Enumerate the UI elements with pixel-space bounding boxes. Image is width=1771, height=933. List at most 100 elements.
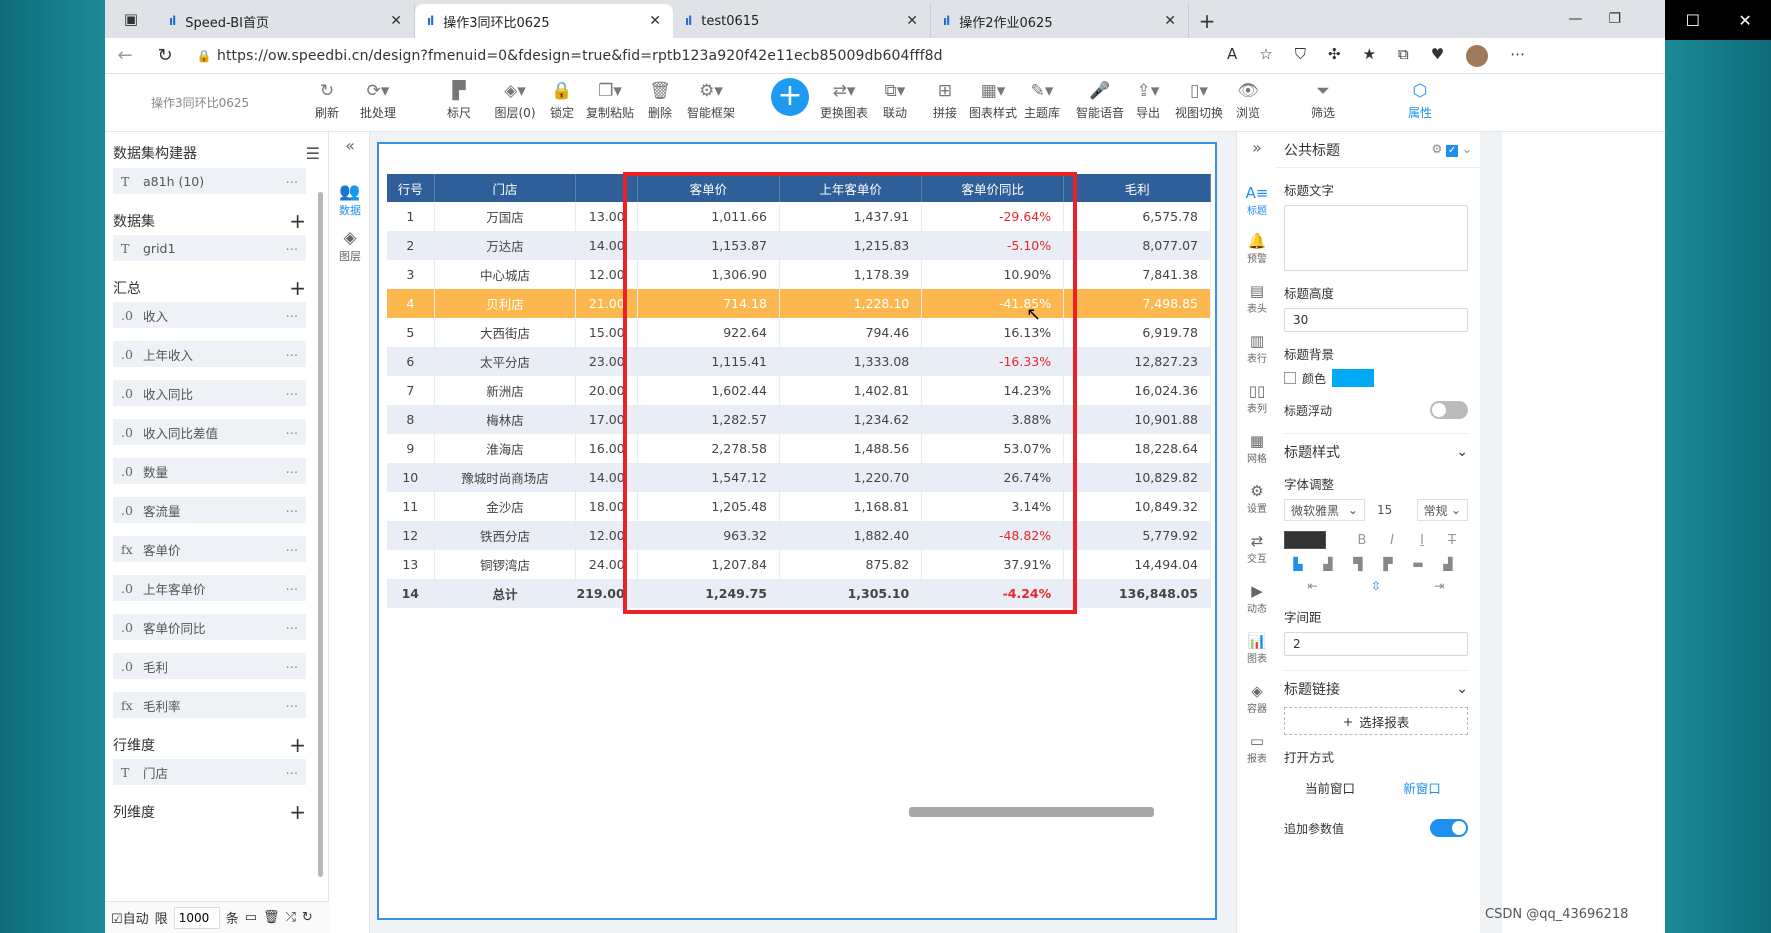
header-cell[interactable]: 客单价 [637,174,780,202]
dynamic-tab[interactable]: ▶ 动态 [1237,582,1277,615]
more-icon[interactable]: ⋯ [285,173,299,189]
theme-library-button[interactable]: ✎▾ 主题库 [1012,78,1072,121]
chart-tab[interactable]: 📊 图表 [1237,632,1277,665]
field-item[interactable]: .0 客流量 ⋯ [113,497,306,523]
tab-operation2[interactable]: ıl 操作2作业0625 ✕ [931,4,1189,38]
maximize-icon[interactable]: ☐ [1685,10,1700,30]
settings-tab[interactable]: ⚙ 设置 [1237,482,1277,515]
table-header-tab[interactable]: ▤ 表头 [1237,282,1277,315]
layers-button[interactable]: ◈▾ 图层(0) [485,78,545,121]
lock-icon[interactable]: 🔒 [196,48,212,63]
enable-checkbox[interactable]: ✓ [1446,145,1459,157]
title-tab[interactable]: A≡ 标题 [1237,184,1277,217]
smart-voice-button[interactable]: 🎤 智能语音 [1070,78,1130,121]
italic-icon[interactable]: I [1390,532,1394,548]
chevron-down-icon[interactable]: ⌄ [1461,142,1472,156]
more-icon[interactable]: ⋯ [285,580,299,596]
layers-tab[interactable]: ◈ 图层 [330,228,370,264]
export-button[interactable]: ⇪▾ 导出 [1118,78,1178,121]
bg-color-swatch[interactable] [1332,369,1375,387]
add-row-dimension-icon[interactable]: + [289,733,306,757]
table-row[interactable]: 9 淮海店 16.00 2,278.58 1,488.56 53.07% 18,228.64 [387,434,1211,463]
batch-button[interactable]: ⟳▾ 批处理 [348,78,408,121]
linkage-button[interactable]: ⧉▾ 联动 [865,78,925,121]
field-item[interactable]: T grid1 ⋯ [113,235,306,261]
header-cell[interactable] [575,174,638,202]
table-row[interactable]: 2 万达店 14.00 1,153.87 1,215.83 -5.10% 8,077.07 [387,231,1211,260]
extensions-icon[interactable]: ✣ [1327,44,1341,63]
table-row[interactable]: 3 中心城店 12.00 1,306.90 1,178.39 10.90% 7,841.38 [387,260,1211,289]
tab-actions-icon[interactable]: ▣ [123,10,139,28]
close-tab-icon[interactable]: ✕ [649,13,661,29]
collections-icon[interactable]: ⧉ [1398,44,1409,63]
title-float-toggle[interactable] [1430,401,1468,419]
header-cell[interactable]: 客单价同比 [921,174,1065,202]
add-column-dimension-icon[interactable]: + [289,800,306,824]
close-icon[interactable]: ✕ [1738,10,1752,30]
report-tab[interactable]: ▭ 报表 [1237,732,1277,765]
ruler-button[interactable]: ▛ 标尺 [429,78,489,121]
table-row[interactable]: 11 金沙店 18.00 1,205.48 1,168.81 3.14% 10,849.32 [387,492,1211,521]
report-canvas[interactable]: 行号 门店 客单价 上年客单价 客单价同比 毛利 1 万国店 13.00 1,011.… [377,142,1217,920]
minimize-icon[interactable]: — [1568,11,1583,27]
more-icon[interactable]: ⋯ [1510,44,1526,63]
more-icon[interactable]: ⋯ [285,424,299,440]
delete-button[interactable]: 🗑 删除 [630,78,690,121]
field-item[interactable]: fx 客单价 ⋯ [113,536,306,562]
field-item[interactable]: .0 收入同比 ⋯ [113,380,306,406]
avatar[interactable] [1466,44,1489,67]
header-cell[interactable]: 上年客单价 [779,174,923,202]
letter-spacing-input[interactable]: 2 [1284,632,1468,656]
table-row-tab[interactable]: ▥ 表行 [1237,332,1277,365]
align-center-icon[interactable]: ▟ [1323,557,1333,571]
field-item[interactable]: .0 收入 ⋯ [113,302,306,328]
table-row[interactable]: 8 梅林店 17.00 1,282.57 1,234.62 3.88% 10,901.88 [387,405,1211,434]
header-cell[interactable]: 行号 [387,174,435,202]
indent-left-icon[interactable]: ⇤ [1307,579,1318,593]
header-cell[interactable]: 门店 [434,174,577,202]
sql-icon[interactable]: ▭ [244,910,257,925]
horizontal-scrollbar[interactable] [909,807,1154,817]
health-icon[interactable]: ♥ [1430,44,1445,63]
open-new-window-option[interactable]: 新窗口 [1403,781,1441,796]
refresh-button[interactable]: ↻ 刷新 [297,78,357,121]
title-link-section[interactable]: 标题链接 ⌄ [1284,670,1468,699]
field-item[interactable]: .0 上年收入 ⋯ [113,341,306,367]
table-row[interactable]: 5 大西街店 15.00 922.64 794.46 16.13% 6,919.78 [387,318,1211,347]
field-item[interactable]: T 门店 ⋯ [113,759,306,785]
tab-test0615[interactable]: ıl test0615 ✕ [673,4,931,38]
more-icon[interactable]: ⋯ [285,463,299,479]
font-family-select[interactable]: 微软雅黑 ⌄ [1284,499,1365,521]
more-icon[interactable]: ⋯ [285,307,299,323]
title-height-input[interactable]: 30 [1284,308,1468,332]
choose-report-button[interactable]: + 选择报表 [1284,707,1468,735]
back-icon[interactable]: ← [117,45,133,66]
field-item[interactable]: .0 数量 ⋯ [113,458,306,484]
font-size-select[interactable]: 15 [1376,503,1393,517]
indent-right-icon[interactable]: ⇥ [1434,579,1445,593]
favorite-add-icon[interactable]: ☆ [1259,44,1273,63]
alert-tab[interactable]: 🔔 预警 [1237,232,1277,265]
table-total-row[interactable]: 14 总计 219.00 1,249.75 1,305.10 -4.24% 136,848.… [387,579,1211,608]
title-style-section[interactable]: 标题样式 ⌄ [1284,433,1468,462]
center-justify-icon[interactable]: ⇳ [1370,579,1382,593]
more-icon[interactable]: ⋯ [285,541,299,557]
gear-icon[interactable]: ⚙ [1431,142,1443,156]
row-limit-input[interactable] [173,906,220,929]
field-item[interactable]: .0 上年客单价 ⋯ [113,575,306,601]
collapse-icon[interactable]: « [345,136,355,155]
font-weight-select[interactable]: 常规 ⌄ [1416,499,1468,521]
preview-button[interactable]: 👁 浏览 [1218,78,1278,121]
table-row[interactable]: 1 万国店 13.00 1,011.66 1,437.91 -29.64% 6,575.78 [387,202,1211,231]
field-item[interactable]: .0 毛利 ⋯ [113,653,306,679]
font-color-swatch[interactable] [1284,531,1326,549]
splice-button[interactable]: ⊞ 拼接 [915,78,975,121]
bg-color-checkbox[interactable] [1284,372,1296,384]
underline-icon[interactable]: I [1420,532,1424,548]
title-text-input[interactable] [1284,205,1468,271]
chart-style-button[interactable]: ▦▾ 图表样式 [963,78,1023,121]
field-item[interactable]: fx 毛利率 ⋯ [113,692,306,718]
field-item[interactable]: .0 客单价同比 ⋯ [113,614,306,640]
table-row[interactable]: 10 豫城时尚商场店 14.00 1,547.12 1,220.70 26.74% 10,8… [387,463,1211,492]
bold-icon[interactable]: B [1357,532,1367,548]
